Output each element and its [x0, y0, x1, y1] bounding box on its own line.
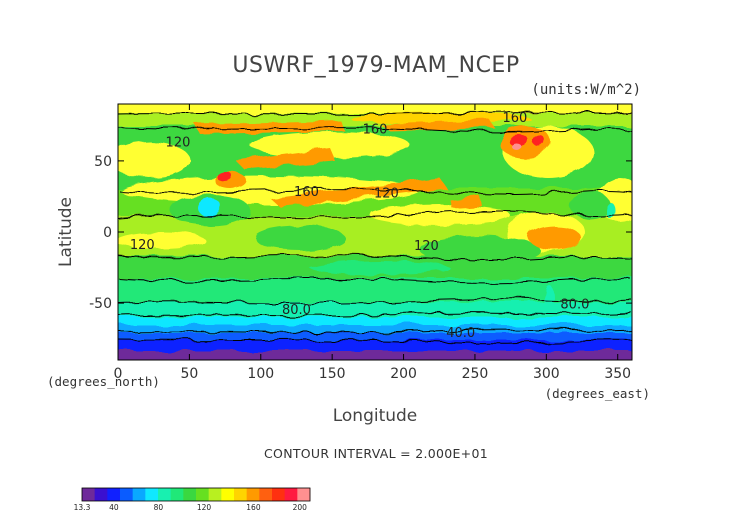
contour-label: 120 [374, 187, 399, 202]
patch-yellow [250, 132, 410, 158]
colorbar-swatch [120, 488, 134, 501]
colorbar-tick-label: 160 [246, 503, 261, 512]
patch-red [217, 172, 233, 182]
chart-title: USWRF_1979-MAM_NCEP [232, 53, 519, 78]
field-layers [118, 104, 632, 360]
y-axis: -50 0 50 [89, 154, 632, 312]
patch-red [534, 136, 546, 148]
y-tick-label: 50 [94, 154, 112, 170]
contour-line [118, 254, 632, 262]
colorbar-swatch [272, 488, 286, 501]
band-southern-ocean [118, 302, 632, 319]
contour-label: 120 [166, 135, 191, 150]
contour-label: 80.0 [282, 303, 311, 318]
colorbar-swatch [145, 488, 159, 501]
colorbar-swatch [208, 488, 222, 501]
colorbar-tick-label: 40 [109, 503, 119, 512]
colorbar-swatch [82, 488, 96, 501]
colorbar-swatch [221, 488, 235, 501]
contour-line [118, 111, 632, 115]
x-sublabel: (degrees_east) [545, 386, 650, 401]
contour-label-layer: 160 160 120 160 120 120 120 80.0 80.0 40.0 [130, 111, 590, 341]
colorbar-swatch [259, 488, 273, 501]
colorbar-min-label: 13.3 [74, 503, 91, 512]
x-tick-label: 300 [533, 366, 560, 382]
patch-green [420, 236, 540, 264]
contour-label: 120 [414, 239, 439, 254]
colorbar-swatch [132, 488, 146, 501]
contour-label: 80.0 [560, 298, 589, 313]
contour-line [118, 312, 632, 317]
colorbar-tick-label: 120 [197, 503, 212, 512]
colorbar-swatch [94, 488, 108, 501]
band-blue [118, 333, 632, 341]
x-axis-label: Longitude [333, 406, 418, 426]
units-label: (units:W/m^2) [531, 82, 641, 98]
y-axis-label: Latitude [56, 197, 76, 267]
patch-green [570, 191, 610, 219]
colorbar-swatch [234, 488, 248, 501]
x-tick-label: 100 [247, 366, 274, 382]
contour-line [118, 126, 632, 133]
colorbar: 13.3 40 80 120 160 200 [74, 487, 311, 512]
patch-teal [310, 261, 450, 275]
colorbar-swatch [183, 488, 197, 501]
contour-label: 160 [294, 185, 319, 200]
contour-line [118, 298, 632, 304]
contour-line [118, 188, 632, 196]
x-tick-label: 350 [604, 366, 631, 382]
colorbar-swatch [170, 488, 184, 501]
band-sky [118, 325, 632, 334]
contour-label: 160 [363, 123, 388, 138]
contour-lines [118, 111, 632, 344]
patch-orange [270, 178, 446, 207]
colorbar-swatch [297, 488, 311, 501]
colorbar-frame [81, 487, 311, 502]
colorbar-tick-label: 80 [154, 503, 164, 512]
contour-line [118, 329, 632, 334]
x-tick-label: 200 [390, 366, 417, 382]
patch-pink [511, 143, 521, 149]
colorbar-swatch [284, 488, 298, 501]
contour-interval-text: CONTOUR INTERVAL = 2.000E+01 [264, 446, 488, 461]
y-tick-label: -50 [89, 296, 112, 312]
y-sublabel: (degrees_north) [47, 374, 160, 389]
patch-orange [195, 120, 345, 134]
x-axis: 0 50 100 150 200 250 300 350 [114, 104, 631, 382]
patch-red [508, 134, 528, 146]
y-tick-label: 0 [103, 225, 112, 241]
contour-label: 120 [130, 238, 155, 253]
band-north-polar [118, 104, 632, 114]
contour-line [118, 277, 632, 284]
band-cyan [118, 317, 632, 326]
contour-label: 160 [503, 111, 528, 126]
x-tick-label: 250 [462, 366, 489, 382]
patch-orange [529, 226, 581, 250]
x-tick-label: 50 [180, 366, 198, 382]
contour-label: 40.0 [446, 326, 475, 341]
contour-line [118, 210, 632, 219]
colorbar-swatch [196, 488, 210, 501]
patch-orange [450, 196, 482, 208]
colorbar-swatch [246, 488, 260, 501]
colorbar-swatch [158, 488, 172, 501]
colorbar-swatch [107, 488, 121, 501]
patch-yellow [118, 142, 190, 178]
patch-green [255, 226, 345, 250]
patch-orange [235, 148, 336, 170]
patch-yellow [370, 205, 510, 225]
plot-area [118, 104, 632, 360]
x-tick-label: 0 [114, 366, 123, 382]
patch-cyan [198, 199, 222, 217]
band-antarctic [118, 351, 632, 360]
contour-line [118, 339, 632, 344]
patch-yellow [118, 231, 205, 249]
x-tick-label: 150 [319, 366, 346, 382]
patch-cyan [605, 202, 615, 218]
colorbar-tick-label: 200 [293, 503, 308, 512]
patch-cyan [543, 284, 553, 308]
